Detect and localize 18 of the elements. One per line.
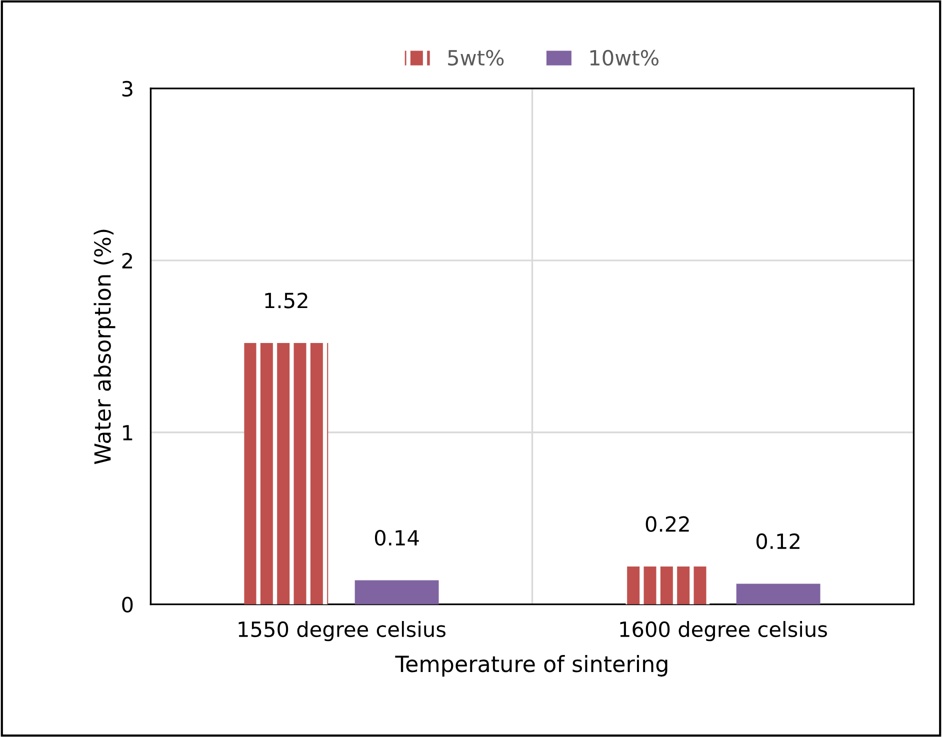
data-label: 0.14 <box>374 530 419 546</box>
x-tick-label: 1550 degree celsius <box>238 621 446 642</box>
bar <box>244 342 328 604</box>
x-axis-title: Temperature of sintering <box>395 655 668 677</box>
bar <box>626 566 710 604</box>
bar <box>736 584 820 604</box>
y-tick-label: 2 <box>122 252 132 268</box>
legend-label: 5wt% <box>448 50 504 66</box>
y-axis-title: Water absorption (%) <box>94 230 116 464</box>
y-tick-label: 3 <box>122 80 132 97</box>
data-label: 0.12 <box>756 533 800 550</box>
legend-label: 10wt% <box>590 50 658 66</box>
bar <box>354 580 439 604</box>
y-tick-label: 1 <box>123 425 132 440</box>
x-tick-label: 1600 degree celsius <box>620 621 827 642</box>
y-tick-label: 0 <box>122 596 133 613</box>
data-label: 1.52 <box>265 292 308 308</box>
data-label: 0.22 <box>646 516 689 532</box>
